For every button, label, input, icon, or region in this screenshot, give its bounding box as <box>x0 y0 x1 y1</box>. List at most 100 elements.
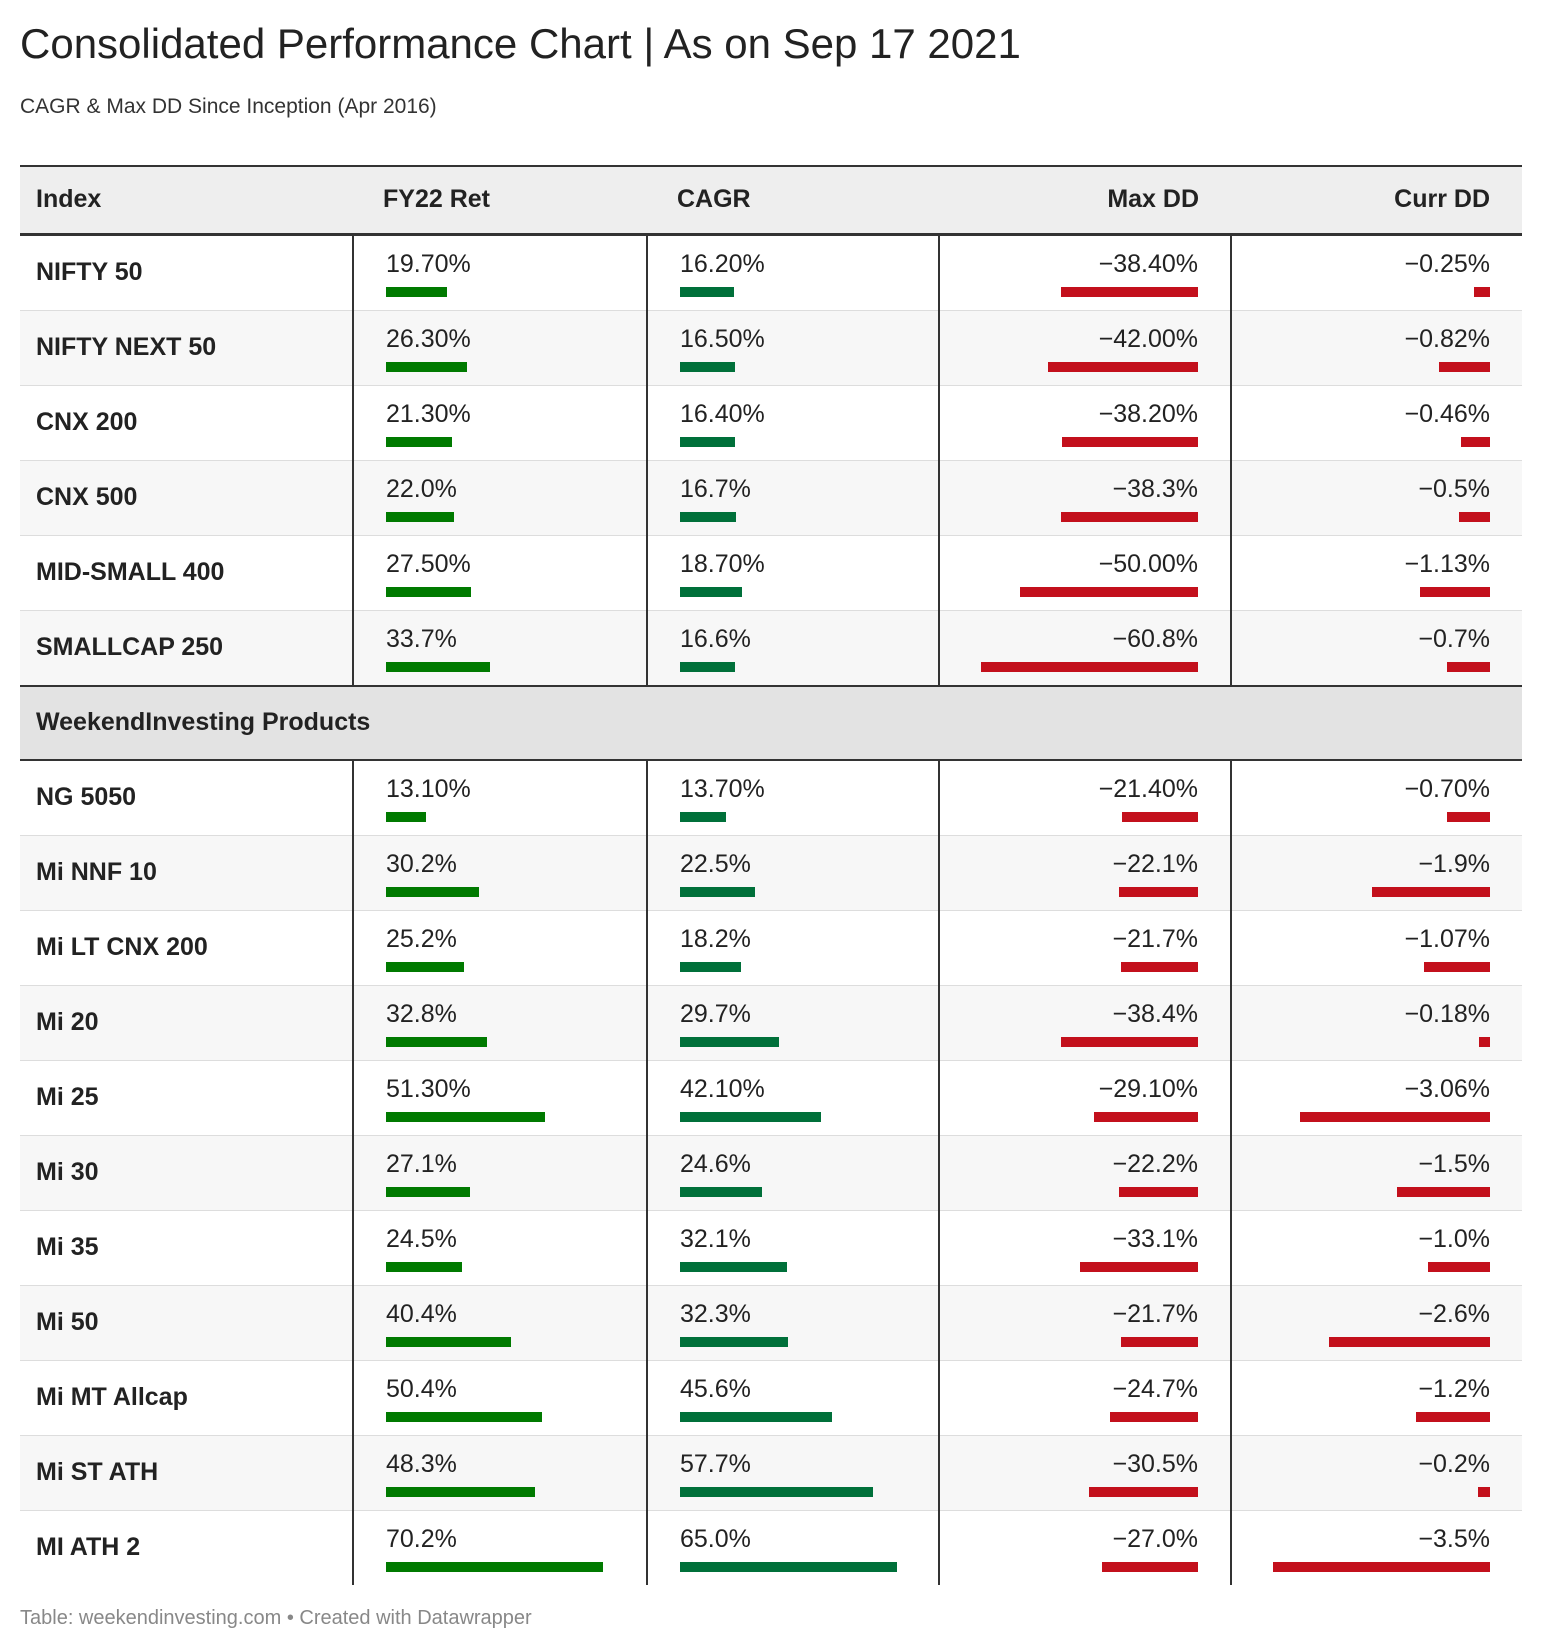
maxdd-cell: −38.40% <box>938 234 1231 310</box>
maxdd-cell: −24.7% <box>938 1360 1231 1435</box>
maxdd-bar <box>1119 886 1198 897</box>
cagr-value: 65.0% <box>680 1524 751 1553</box>
cagr-bar <box>680 586 742 597</box>
currdd-value: −0.25% <box>1404 249 1491 278</box>
currdd-value: −0.18% <box>1404 999 1491 1028</box>
cagr-cell: 16.40% <box>646 385 939 460</box>
maxdd-cell-inner: −30.5% <box>940 1436 1230 1510</box>
maxdd-bar <box>1020 586 1198 597</box>
maxdd-value: −22.2% <box>1112 1149 1199 1178</box>
fy22-cell: 22.0% <box>352 460 647 535</box>
cagr-value: 42.10% <box>680 1074 765 1103</box>
cagr-bar <box>680 1486 873 1497</box>
maxdd-bar <box>1119 1186 1198 1197</box>
performance-table: Index FY22 Ret CAGR Max DD Curr DD NIFTY… <box>20 165 1522 1585</box>
row-name: Mi 50 <box>36 1308 99 1336</box>
cagr-value: 16.6% <box>680 624 751 653</box>
currdd-cell: −0.5% <box>1230 460 1522 535</box>
column-header-index[interactable]: Index <box>36 185 102 214</box>
currdd-cell-inner: −1.07% <box>1232 911 1522 985</box>
currdd-cell: −0.82% <box>1230 310 1522 385</box>
fy22-value: 24.5% <box>386 1224 457 1253</box>
currdd-bar <box>1397 1186 1490 1197</box>
fy22-value: 70.2% <box>386 1524 457 1553</box>
table-row: CNX 200 21.30% 16.40% −38.20% −0.46% <box>20 385 1522 460</box>
fy22-cell-inner: 22.0% <box>354 461 646 535</box>
fy22-cell-inner: 24.5% <box>354 1211 646 1285</box>
maxdd-cell: −22.1% <box>938 835 1231 910</box>
row-name: Mi LT CNX 200 <box>36 933 208 961</box>
cagr-bar <box>680 286 734 297</box>
fy22-bar <box>386 1036 487 1047</box>
cagr-cell: 65.0% <box>646 1510 939 1585</box>
maxdd-bar <box>1094 1111 1198 1122</box>
cagr-cell-inner: 42.10% <box>648 1061 938 1135</box>
maxdd-bar <box>1048 361 1198 372</box>
fy22-value: 51.30% <box>386 1074 471 1103</box>
maxdd-cell: −21.7% <box>938 910 1231 985</box>
fy22-cell: 30.2% <box>352 835 647 910</box>
cagr-cell: 42.10% <box>646 1060 939 1135</box>
fy22-cell: 25.2% <box>352 910 647 985</box>
currdd-cell: −1.13% <box>1230 535 1522 610</box>
fy22-value: 27.1% <box>386 1149 457 1178</box>
currdd-value: −0.46% <box>1404 399 1491 428</box>
column-header-cagr[interactable]: CAGR <box>677 185 751 214</box>
fy22-cell: 19.70% <box>352 234 647 310</box>
maxdd-bar <box>1061 1036 1198 1047</box>
currdd-cell-inner: −1.9% <box>1232 836 1522 910</box>
currdd-cell-inner: −0.7% <box>1232 611 1522 685</box>
maxdd-cell-inner: −38.40% <box>940 236 1230 310</box>
row-name: Mi MT Allcap <box>36 1383 188 1411</box>
fy22-bar <box>386 661 490 672</box>
maxdd-cell-inner: −21.7% <box>940 1286 1230 1360</box>
fy22-cell-inner: 26.30% <box>354 311 646 385</box>
fy22-bar <box>386 1261 462 1272</box>
table-row: Mi 35 24.5% 32.1% −33.1% −1.0% <box>20 1210 1522 1285</box>
cagr-bar <box>680 1561 897 1572</box>
fy22-bar <box>386 1336 511 1347</box>
cagr-cell-inner: 18.2% <box>648 911 938 985</box>
cagr-value: 16.7% <box>680 474 751 503</box>
column-header-currdd[interactable]: Curr DD <box>1394 185 1490 214</box>
cagr-cell: 57.7% <box>646 1435 939 1510</box>
currdd-value: −3.06% <box>1404 1074 1491 1103</box>
cagr-bar <box>680 811 726 822</box>
maxdd-cell-inner: −50.00% <box>940 536 1230 610</box>
row-name: SMALLCAP 250 <box>36 633 224 661</box>
table-row: Mi LT CNX 200 25.2% 18.2% −21.7% −1.07% <box>20 910 1522 985</box>
fy22-value: 26.30% <box>386 324 471 353</box>
maxdd-bar <box>981 661 1198 672</box>
maxdd-bar <box>1121 1336 1198 1347</box>
currdd-value: −1.0% <box>1418 1224 1490 1253</box>
fy22-value: 21.30% <box>386 399 471 428</box>
chart-title: Consolidated Performance Chart | As on S… <box>20 20 1021 67</box>
fy22-bar <box>386 961 464 972</box>
column-header-maxdd[interactable]: Max DD <box>1107 185 1199 214</box>
maxdd-value: −27.0% <box>1112 1524 1199 1553</box>
row-name: Mi 25 <box>36 1083 99 1111</box>
fy22-value: 48.3% <box>386 1449 457 1478</box>
currdd-bar <box>1459 511 1490 522</box>
currdd-cell: −3.5% <box>1230 1510 1522 1585</box>
cagr-bar <box>680 961 741 972</box>
currdd-value: −2.6% <box>1418 1299 1490 1328</box>
fy22-cell-inner: 32.8% <box>354 986 646 1060</box>
cagr-cell: 16.50% <box>646 310 939 385</box>
section-header-row: WeekendInvesting Products <box>20 685 1522 760</box>
fy22-cell-inner: 51.30% <box>354 1061 646 1135</box>
fy22-cell-inner: 30.2% <box>354 836 646 910</box>
cagr-cell: 24.6% <box>646 1135 939 1210</box>
fy22-bar <box>386 1561 603 1572</box>
cagr-cell: 22.5% <box>646 835 939 910</box>
row-name: MID-SMALL 400 <box>36 558 225 586</box>
maxdd-bar <box>1121 961 1198 972</box>
row-name: Mi 30 <box>36 1158 99 1186</box>
currdd-cell: −0.2% <box>1230 1435 1522 1510</box>
maxdd-value: −60.8% <box>1112 624 1199 653</box>
cagr-cell: 18.70% <box>646 535 939 610</box>
table-row: CNX 500 22.0% 16.7% −38.3% −0.5% <box>20 460 1522 535</box>
column-header-fy22[interactable]: FY22 Ret <box>383 185 490 214</box>
maxdd-bar <box>1122 811 1198 822</box>
maxdd-bar <box>1080 1261 1198 1272</box>
